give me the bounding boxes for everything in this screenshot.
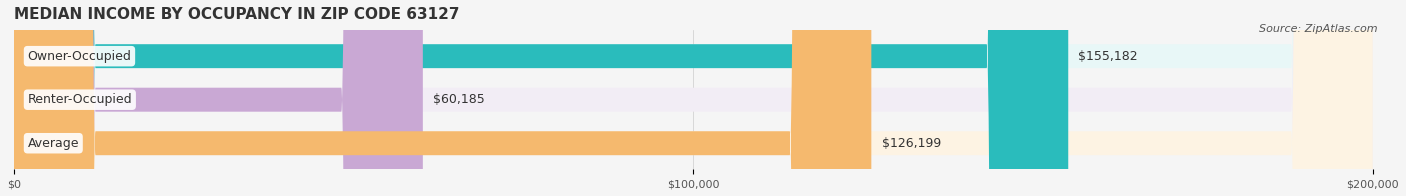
Text: $60,185: $60,185 — [433, 93, 485, 106]
Text: $126,199: $126,199 — [882, 137, 941, 150]
Text: Average: Average — [28, 137, 79, 150]
Text: Owner-Occupied: Owner-Occupied — [28, 50, 131, 63]
Text: $155,182: $155,182 — [1078, 50, 1137, 63]
FancyBboxPatch shape — [14, 0, 423, 196]
FancyBboxPatch shape — [14, 0, 1372, 196]
FancyBboxPatch shape — [14, 0, 872, 196]
FancyBboxPatch shape — [14, 0, 1069, 196]
Text: Source: ZipAtlas.com: Source: ZipAtlas.com — [1260, 24, 1378, 34]
Text: Renter-Occupied: Renter-Occupied — [28, 93, 132, 106]
Text: MEDIAN INCOME BY OCCUPANCY IN ZIP CODE 63127: MEDIAN INCOME BY OCCUPANCY IN ZIP CODE 6… — [14, 7, 460, 22]
FancyBboxPatch shape — [14, 0, 1372, 196]
FancyBboxPatch shape — [14, 0, 1372, 196]
